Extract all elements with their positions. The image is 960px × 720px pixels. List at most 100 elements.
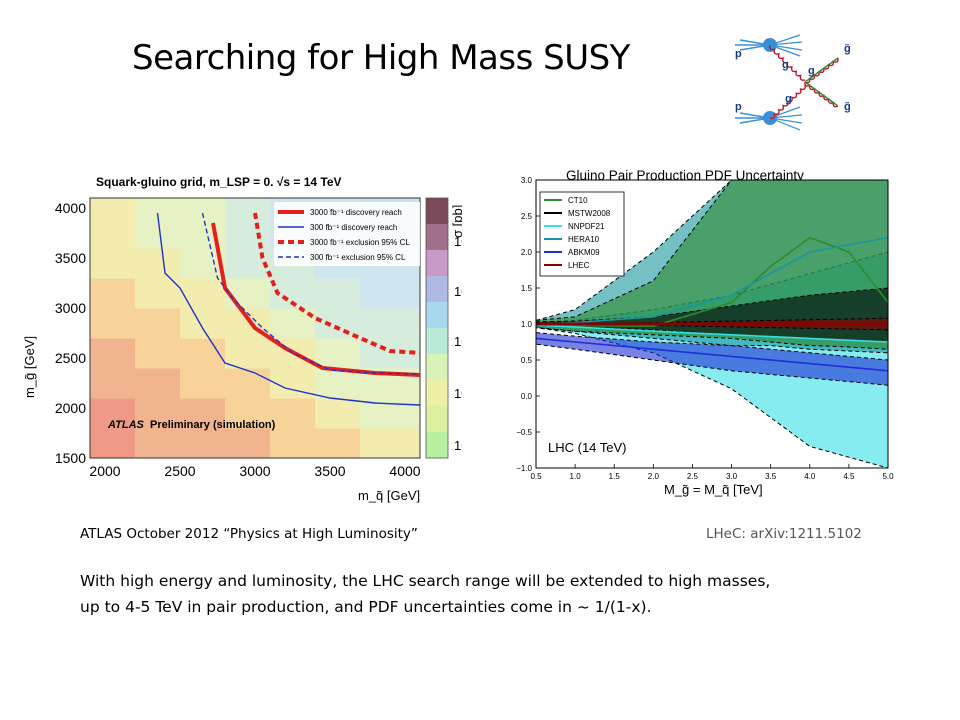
label-gluino-top: g̃ — [844, 43, 851, 55]
body-line-1: With high energy and luminosity, the LHC… — [80, 572, 771, 590]
atlas-x-tick: 2500 — [164, 463, 195, 479]
colorbar-band — [426, 276, 448, 303]
hadron-line — [769, 114, 803, 119]
label-proton-top: p — [735, 48, 742, 60]
atlas-x-tick: 4000 — [389, 463, 420, 479]
heatmap-cell — [135, 308, 181, 339]
atlas-x-tick: 3500 — [314, 463, 345, 479]
heatmap-cell — [180, 198, 226, 249]
pdf-y-tick: 3.0 — [521, 176, 533, 185]
colorbar-band — [426, 380, 448, 407]
colorbar-band — [426, 250, 448, 277]
hadron-line — [769, 44, 803, 51]
gluon-line-top — [769, 44, 806, 81]
heatmap-cell — [90, 198, 136, 249]
heatmap-cell — [90, 308, 136, 339]
heatmap-cell — [135, 368, 181, 399]
colorbar-band — [426, 302, 448, 329]
pdf-x-tick: 4.0 — [804, 472, 816, 481]
colorbar-tick: 10-2 — [454, 232, 462, 249]
hadron-line — [739, 44, 771, 51]
heatmap-cell — [90, 338, 136, 369]
colorbar-tick: 10-4 — [454, 332, 462, 349]
pdf-legend-label: LHEC — [568, 261, 590, 270]
pdf-legend-label: ABKM09 — [568, 248, 600, 257]
atlas-curve-3 — [253, 212, 421, 355]
heatmap-cell — [315, 338, 361, 369]
heatmap-cell — [315, 308, 361, 339]
atlas-legend-label: 3000 fb⁻¹ exclusion 95% CL — [310, 238, 410, 247]
colorbar-tick: 10-6 — [454, 436, 462, 453]
slide-title: Searching for High Mass SUSY — [132, 38, 630, 78]
heatmap-cell — [360, 278, 421, 309]
atlas-curve-4 — [201, 212, 421, 375]
colorbar-band — [426, 406, 448, 433]
heatmap-cell — [180, 428, 226, 459]
gluino-solid-top — [804, 57, 839, 83]
heatmap-cell — [315, 398, 361, 429]
colorbar-band — [426, 354, 448, 381]
pdf-y-tick: 2.5 — [521, 212, 533, 221]
pdf-legend-label: CT10 — [568, 196, 588, 205]
colorbar-label: σ [pb] — [450, 205, 462, 238]
heatmap-cell — [180, 278, 226, 309]
heatmap-cell — [180, 398, 226, 429]
heatmap-cell — [225, 338, 271, 369]
pdf-y-tick: −0.5 — [516, 428, 532, 437]
pdf-x-tick: 2.5 — [687, 472, 699, 481]
heatmap-cell — [135, 338, 181, 369]
heatmap-cell — [135, 398, 181, 429]
heatmap-cell — [225, 198, 271, 249]
hadron-line — [769, 34, 801, 46]
heatmap-cell — [225, 278, 271, 309]
atlas-x-label: m_q̃ [GeV] — [358, 488, 420, 503]
hadron-line — [769, 41, 803, 46]
heatmap-cell — [360, 428, 421, 459]
pdf-legend-label: NNPDF21 — [568, 222, 605, 231]
heatmap-cell — [135, 248, 181, 279]
heatmap-cell — [90, 278, 136, 309]
atlas-legend-label: 3000 fb⁻¹ discovery reach — [310, 208, 402, 217]
colorbar-frame — [425, 197, 449, 459]
atlas-y-tick: 1500 — [55, 450, 86, 466]
hadron-line — [739, 112, 771, 119]
label-gluon-1: g — [782, 59, 789, 71]
pdf-y-tick: 1.5 — [521, 284, 533, 293]
heatmap-cell — [180, 308, 226, 339]
pdf-x-tick: 2.0 — [648, 472, 660, 481]
atlas-x-tick: 3000 — [239, 463, 270, 479]
heatmap-cell — [270, 428, 316, 459]
atlas-legend-label: 300 fb⁻¹ discovery reach — [310, 223, 397, 232]
heatmap-cell — [135, 198, 181, 249]
atlas-annotation: Preliminary (simulation) — [150, 419, 276, 431]
pdf-x-label: M_g̃ = M_q̃ [TeV] — [664, 482, 763, 497]
colorbar-band — [426, 328, 448, 355]
gluino-solid-bottom — [804, 81, 839, 107]
hadron-line — [769, 44, 801, 57]
label-gluon-3: g — [785, 93, 792, 105]
atlas-plot-frame — [89, 197, 421, 459]
pdf-x-tick: 1.5 — [609, 472, 621, 481]
colorbar-band — [426, 224, 448, 251]
heatmap-cell — [225, 368, 271, 399]
atlas-legend-label: 300 fb⁻¹ exclusion 95% CL — [310, 253, 406, 262]
pdf-x-tick: 5.0 — [882, 472, 894, 481]
pdf-y-tick: −1.0 — [516, 464, 532, 473]
gluon-line-bottom — [769, 84, 806, 120]
heatmap-cell — [315, 278, 361, 309]
gluino-line-top — [804, 57, 839, 84]
atlas-squark-gluino-chart: Squark-gluino grid, m_LSP = 0. √s = 14 T… — [22, 175, 462, 503]
pdf-plot-area — [536, 180, 888, 468]
pdf-x-tick: 3.0 — [726, 472, 738, 481]
colorbar-tick: 10-5 — [454, 384, 462, 401]
heatmap-cell — [225, 398, 271, 429]
central-abkm09 — [536, 337, 888, 372]
atlas-curve-2 — [156, 212, 421, 406]
colorbar-tick: 10-3 — [454, 282, 462, 299]
atlas-y-label: m_g̃ [GeV] — [22, 336, 37, 398]
atlas-y-tick: 2500 — [55, 350, 86, 366]
gluino-line-bottom — [804, 81, 839, 108]
colorbar-band — [426, 432, 448, 459]
pdf-y-tick: 0.5 — [521, 356, 533, 365]
central-nnpdf21 — [536, 324, 888, 343]
